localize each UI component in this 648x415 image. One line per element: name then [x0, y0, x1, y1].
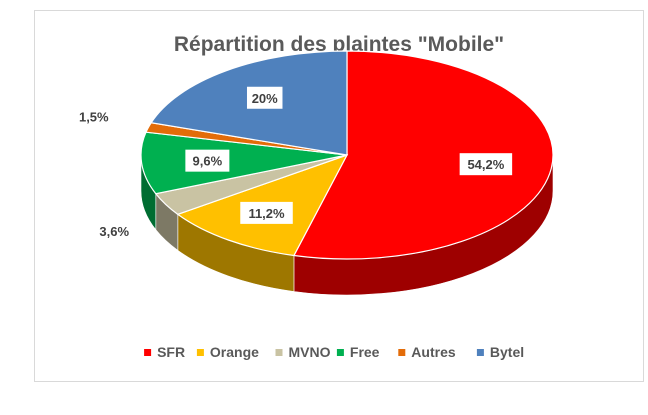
legend-swatch — [398, 349, 406, 356]
pie-sides — [140, 154, 554, 296]
legend-item-autres: Autres — [398, 344, 456, 360]
legend-label: Orange — [210, 344, 259, 360]
legend-label: Free — [350, 344, 380, 360]
chart-title: Répartition des plaintes "Mobile" — [174, 33, 504, 56]
data-label-autres: 1,5% — [79, 109, 109, 124]
legend: SFR Orange MVNO Free Autres Bytel — [144, 344, 524, 360]
legend-item-free: Free — [336, 344, 380, 360]
legend-item-sfr: SFR — [144, 344, 185, 360]
legend-item-mvno: MVNO — [275, 344, 331, 360]
data-label-free: 9,6% — [185, 149, 230, 172]
legend-item-orange: Orange — [196, 344, 259, 360]
data-label-value: 1,5% — [79, 109, 109, 124]
data-label-value: 9,6% — [193, 154, 223, 169]
data-label-value: 54,2% — [467, 157, 504, 172]
legend-item-bytel: Bytel — [476, 344, 524, 360]
legend-label: SFR — [157, 344, 185, 360]
legend-label: Bytel — [490, 344, 524, 360]
legend-label: Autres — [411, 344, 456, 360]
data-label-sfr: 54,2% — [459, 153, 513, 176]
legend-swatch — [144, 349, 152, 356]
chart-frame: Répartition des plaintes "Mobile" 54,2% 1… — [34, 10, 644, 382]
pie-slice-free — [140, 131, 348, 195]
data-label-value: 3,6% — [99, 224, 129, 239]
data-label-box — [459, 153, 513, 176]
legend-swatch — [476, 349, 484, 356]
data-label-box — [246, 86, 283, 109]
pie-chart: Répartition des plaintes "Mobile" 54,2% 1… — [79, 33, 554, 360]
legend-label: MVNO — [289, 344, 331, 360]
data-label-box — [185, 149, 230, 172]
pie-labels: 54,2% 11,2% 3,6% 9,6% 1,5% 20% — [79, 86, 513, 239]
data-label-bytel: 20% — [246, 86, 283, 109]
legend-swatch — [275, 349, 283, 356]
pie-slice-sfr — [293, 50, 554, 260]
data-label-box — [240, 201, 293, 224]
data-label-orange: 11,2% — [240, 201, 293, 224]
data-label-mvno: 3,6% — [99, 224, 129, 239]
data-label-value: 11,2% — [248, 206, 285, 221]
data-label-value: 20% — [252, 91, 278, 106]
legend-swatch — [196, 349, 204, 356]
legend-swatch — [336, 349, 344, 356]
